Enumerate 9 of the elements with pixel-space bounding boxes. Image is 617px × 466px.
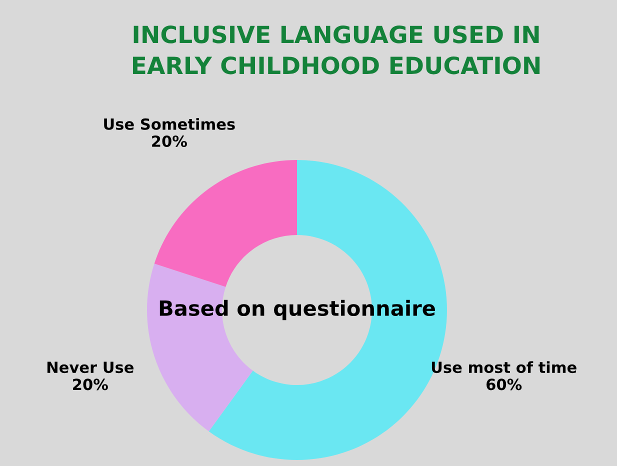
- donut-slice: [154, 160, 297, 287]
- data-label: 20%: [152, 135, 187, 148]
- slice-label: Use Sometimes: [104, 118, 235, 130]
- data-label: 60%: [486, 378, 522, 390]
- slice-label: Never Use: [47, 362, 134, 374]
- data-label: 20%: [73, 378, 108, 390]
- slice-label: Use most of time: [432, 361, 576, 374]
- chart-title: INCLUSIVE LANGUAGE USED IN EARLY CHILDHOOD EDUCATION: [132, 26, 540, 74]
- text: Based on questionnaire: [160, 300, 435, 320]
